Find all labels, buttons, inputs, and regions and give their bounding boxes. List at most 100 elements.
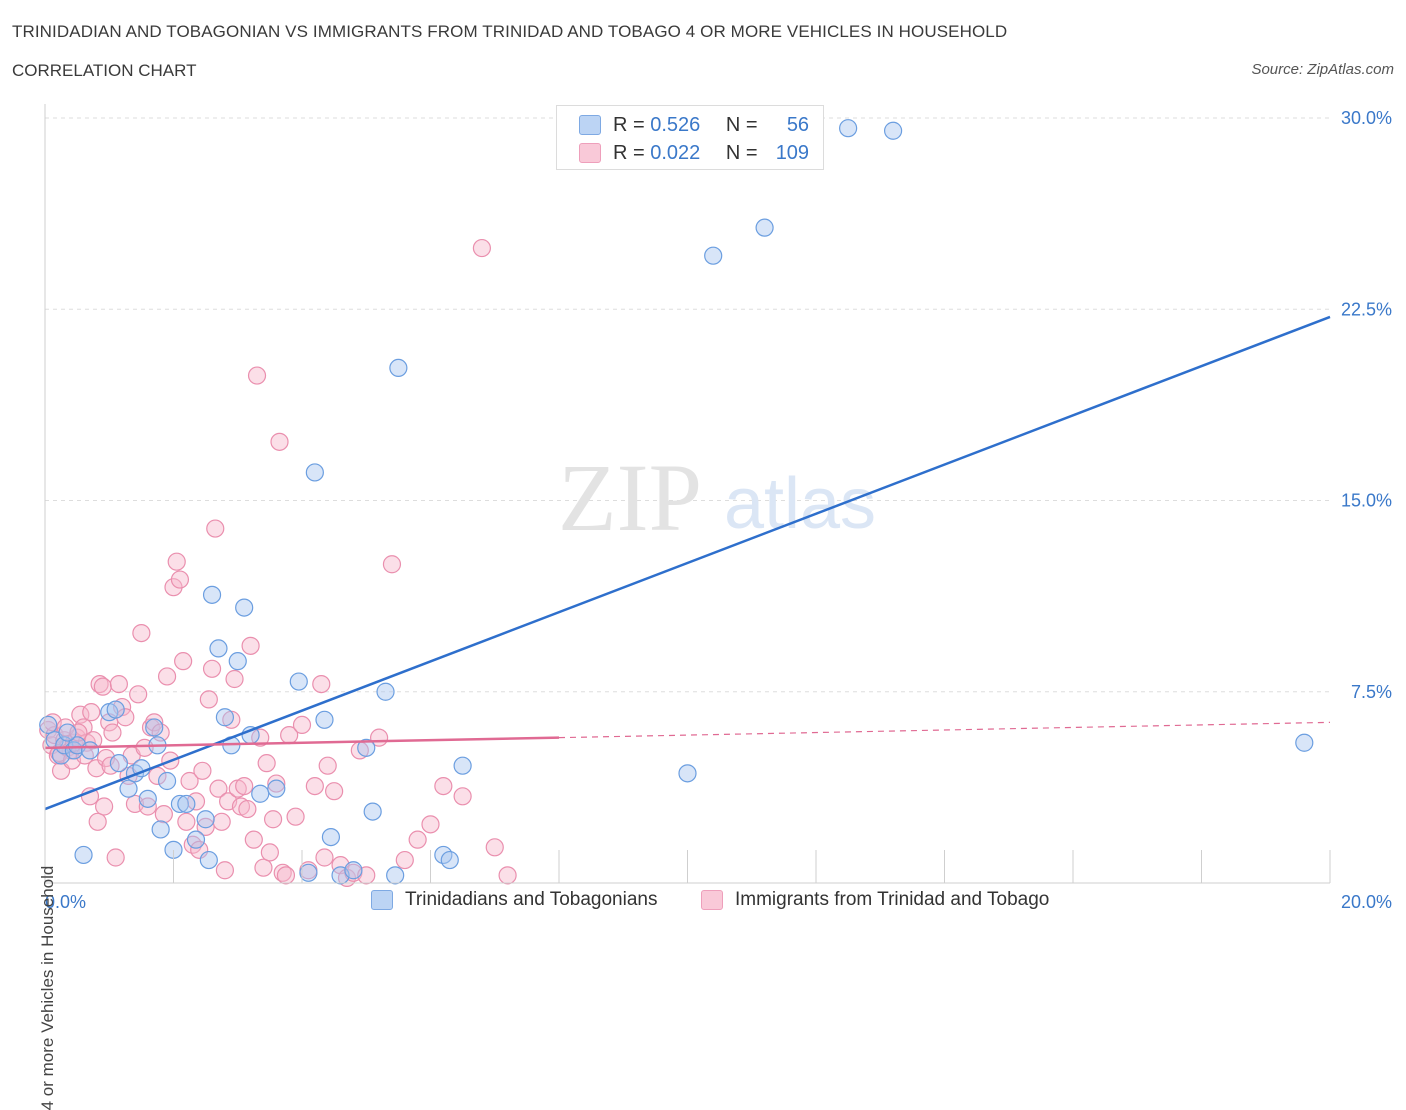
data-point [116, 708, 135, 727]
data-point [286, 807, 305, 826]
data-point [82, 703, 101, 722]
legend-r-value: 0.526 [650, 113, 701, 136]
data-point [215, 708, 234, 727]
data-point [289, 672, 308, 691]
data-point [883, 121, 903, 140]
data-point [305, 463, 324, 482]
x-tick-label: 20.0% [1341, 892, 1392, 912]
data-point [238, 799, 257, 819]
legend-row-blue: R = 0.526 N = 56 [579, 111, 809, 139]
y-tick-label: 7.5% [1351, 682, 1392, 702]
data-point [453, 756, 472, 775]
data-point [241, 636, 260, 655]
data-point [225, 669, 244, 689]
legend-r-label: R = [613, 141, 645, 164]
data-point [84, 731, 103, 750]
data-point [755, 218, 774, 237]
legend-n-label: N = [725, 141, 758, 164]
data-point [88, 812, 107, 831]
bottom-legend-pink: Immigrants from Trinidad and Tobago [701, 889, 1049, 911]
data-point [74, 845, 93, 865]
data-point [148, 766, 167, 786]
data-point [90, 674, 109, 694]
chart-subtitle: CORRELATION CHART [12, 61, 197, 80]
data-point [263, 810, 283, 829]
data-point [157, 771, 177, 791]
data-point [235, 776, 254, 796]
data-point [318, 756, 337, 775]
data-point [215, 861, 234, 880]
data-point [485, 838, 504, 857]
data-point [421, 815, 440, 834]
data-point [440, 850, 459, 870]
legend-r-label: R = [613, 113, 645, 136]
data-point [382, 555, 402, 574]
data-point [321, 827, 341, 847]
data-point [202, 585, 222, 604]
data-point [386, 866, 405, 885]
data-point [154, 805, 173, 824]
legend-n-label: N = [725, 113, 758, 136]
data-point [408, 830, 427, 849]
y-tick-label: 30.0% [1341, 108, 1392, 128]
data-point [196, 810, 215, 829]
data-point [325, 782, 344, 801]
y-axis-label: 4 or more Vehicles in Household [38, 865, 57, 1110]
data-point [472, 238, 491, 258]
data-point [93, 677, 112, 696]
data-point [106, 848, 125, 867]
data-point [839, 119, 858, 138]
data-point [202, 659, 222, 678]
data-point [292, 715, 312, 735]
data-point [109, 674, 128, 694]
watermark-atlas: atlas [724, 464, 876, 544]
data-point [267, 779, 286, 798]
data-point [260, 843, 279, 862]
data-point [180, 771, 199, 791]
data-point [206, 519, 225, 538]
data-point [80, 741, 100, 760]
pink-series-points [39, 238, 517, 888]
data-point [209, 639, 228, 658]
data-point [270, 432, 289, 451]
x-tick-label: 0.0% [45, 892, 86, 912]
data-point [1295, 733, 1314, 752]
data-point [151, 820, 170, 839]
legend-n-value: 56 [786, 113, 810, 136]
data-point [247, 366, 267, 385]
data-point [434, 776, 453, 796]
data-point [157, 667, 177, 686]
data-point [244, 830, 263, 849]
data-point [389, 358, 408, 377]
blue-series-points [39, 119, 1314, 885]
data-point [235, 598, 254, 617]
data-point [363, 802, 382, 821]
data-point [199, 690, 218, 709]
data-point [228, 652, 247, 671]
data-point [212, 812, 231, 831]
data-point [74, 718, 93, 737]
data-point [315, 848, 334, 867]
chart-title: TRINIDADIAN AND TOBAGONIAN VS IMMIGRANTS… [12, 22, 1008, 41]
blue-swatch-icon [579, 115, 601, 135]
data-point [106, 700, 125, 719]
data-point [58, 723, 77, 742]
data-point [109, 754, 128, 773]
data-point [138, 797, 157, 816]
legend-n-value: 109 [775, 141, 810, 164]
data-point [498, 866, 517, 885]
data-point [376, 682, 395, 701]
data-point [199, 850, 218, 870]
data-point [170, 794, 190, 814]
y-tick-label: 22.5% [1341, 299, 1392, 319]
data-point [103, 723, 122, 742]
data-point [170, 570, 190, 589]
data-point [174, 652, 193, 671]
data-point [196, 817, 215, 837]
data-point [95, 797, 114, 816]
data-point [678, 764, 697, 783]
data-point [299, 863, 318, 882]
y-tick-label: 15.0% [1341, 491, 1392, 511]
stats-legend: R = 0.526 N = 56 R = 0.022 N = 109 [556, 105, 824, 170]
pink-trend-line-dashed [558, 721, 1331, 739]
